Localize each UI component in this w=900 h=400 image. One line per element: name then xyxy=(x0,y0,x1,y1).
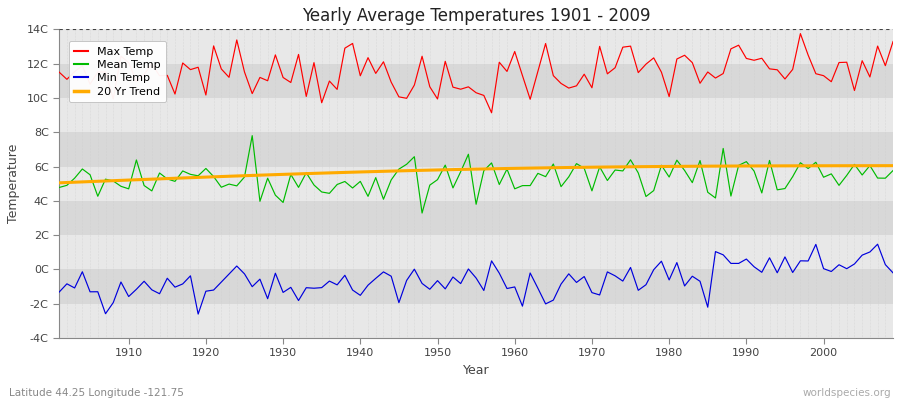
Bar xyxy=(59,132,893,166)
Bar xyxy=(59,29,893,64)
Legend: Max Temp, Mean Temp, Min Temp, 20 Yr Trend: Max Temp, Mean Temp, Min Temp, 20 Yr Tre… xyxy=(69,41,166,102)
Bar xyxy=(59,304,893,338)
Bar xyxy=(59,166,893,201)
Y-axis label: Temperature: Temperature xyxy=(7,144,20,223)
Text: Latitude 44.25 Longitude -121.75: Latitude 44.25 Longitude -121.75 xyxy=(9,388,184,398)
Bar xyxy=(59,64,893,98)
Bar xyxy=(59,235,893,270)
Text: worldspecies.org: worldspecies.org xyxy=(803,388,891,398)
Bar xyxy=(59,98,893,132)
Bar xyxy=(59,201,893,235)
Bar xyxy=(59,270,893,304)
X-axis label: Year: Year xyxy=(463,364,490,377)
Title: Yearly Average Temperatures 1901 - 2009: Yearly Average Temperatures 1901 - 2009 xyxy=(302,7,651,25)
